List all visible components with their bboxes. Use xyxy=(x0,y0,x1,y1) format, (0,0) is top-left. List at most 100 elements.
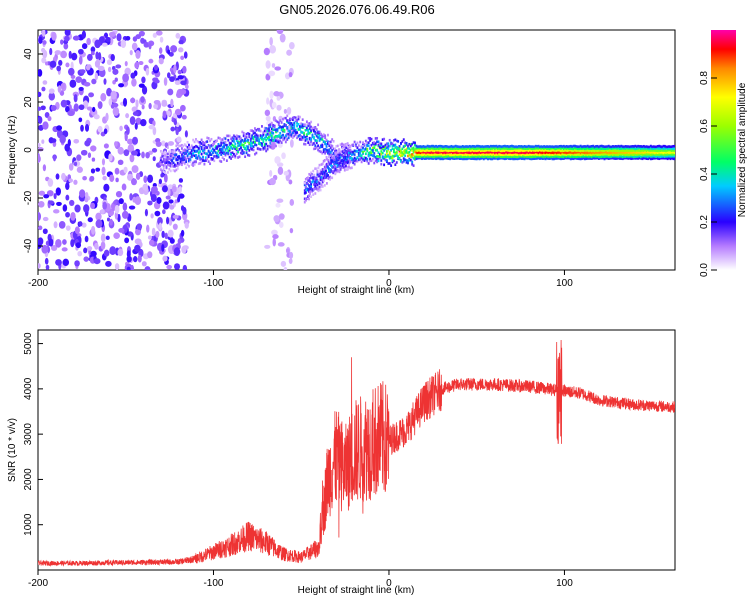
spectrogram-cell xyxy=(314,185,317,188)
spectrogram-cell xyxy=(86,53,93,61)
spectrogram-cell xyxy=(585,147,588,151)
spectrogram-cell xyxy=(87,152,92,159)
spectrogram-cell xyxy=(491,145,494,148)
spectrogram-cell xyxy=(444,146,447,150)
spectrogram-cell xyxy=(227,149,230,153)
spectrogram-cell xyxy=(648,156,651,160)
spectrogram-cell xyxy=(669,148,672,152)
spectrogram-cell xyxy=(579,151,582,155)
spectrogram-cell xyxy=(306,176,309,180)
spectrogram-cell xyxy=(166,163,169,166)
spectrogram-cell xyxy=(457,149,460,153)
spectrogram-cell xyxy=(373,140,376,144)
spectrogram-cell xyxy=(80,124,84,132)
spectrogram-cell xyxy=(179,151,182,154)
spectrogram-cell xyxy=(478,146,481,150)
spectrogram-cell xyxy=(665,151,668,154)
spectrogram-cell xyxy=(534,147,537,150)
spectrogram-cell xyxy=(519,146,522,150)
spectrogram-cell xyxy=(628,145,631,149)
spectrogram-cell xyxy=(75,242,82,249)
spectrogram-cell xyxy=(415,151,418,154)
spectrogram-cell xyxy=(343,143,346,147)
spectrogram-cell xyxy=(457,147,460,150)
spectrogram-cell xyxy=(335,154,338,158)
spectrogram-cell xyxy=(554,155,557,158)
spectrogram-cell xyxy=(425,154,428,158)
spectrogram-cell xyxy=(405,149,408,153)
spectrogram-cell xyxy=(164,161,167,165)
spectrogram-cell xyxy=(569,157,572,161)
spectrogram-cell xyxy=(411,163,414,166)
spectrogram-cell xyxy=(317,174,320,178)
spectrogram-cell xyxy=(590,157,593,160)
spectrogram-cell xyxy=(555,154,558,158)
spectrogram-cell xyxy=(188,143,190,147)
spectrogram-cell xyxy=(303,132,306,135)
spectrogram-cell xyxy=(414,157,416,160)
spectrogram-cell xyxy=(210,149,213,153)
spectrogram-cell xyxy=(322,150,325,153)
spectrogram-cell xyxy=(378,142,381,145)
spectrogram-cell xyxy=(277,121,280,125)
spectrogram-cell xyxy=(373,152,376,155)
spectrogram-cell xyxy=(337,157,340,160)
spectrogram-cell xyxy=(328,169,330,173)
spectrogram-cell xyxy=(561,149,564,153)
spectrogram-cell xyxy=(333,158,336,162)
spectrogram-cell xyxy=(286,138,289,141)
spectrogram-cell xyxy=(213,148,216,152)
spectrogram-cell xyxy=(477,147,480,150)
spectrogram-cell xyxy=(485,153,488,156)
spectrogram-cell xyxy=(314,132,317,136)
spectrogram-cell xyxy=(618,154,621,158)
spectrogram-cell xyxy=(418,155,421,159)
spectrogram-cell xyxy=(275,128,277,132)
spectrogram-cell xyxy=(423,150,426,154)
spectrogram-cell xyxy=(621,151,624,154)
spectrogram-cell xyxy=(153,100,161,105)
spectrogram-cell xyxy=(315,177,318,181)
spectrogram-cell xyxy=(112,106,120,116)
spectrogram-cell xyxy=(433,156,436,160)
spectrogram-cell xyxy=(38,36,43,44)
spectrogram-cell xyxy=(294,133,297,136)
spectrogram-cell xyxy=(172,169,175,172)
spectrogram-cell xyxy=(303,135,306,139)
spectrogram-cell xyxy=(378,155,381,159)
spectrogram-cell xyxy=(510,144,513,148)
spectrogram-cell xyxy=(263,136,266,140)
spectrogram-cell xyxy=(189,146,192,150)
spectrogram-cell xyxy=(541,157,544,160)
spectrogram-cell xyxy=(571,149,574,153)
spectrogram-cell xyxy=(404,144,407,148)
spectrogram-cell xyxy=(324,140,327,144)
spectrogram-cell xyxy=(314,167,317,171)
spectrogram-cell xyxy=(259,129,262,133)
spectrogram-cell xyxy=(651,147,654,151)
spectrogram-cell xyxy=(524,149,527,152)
spectrogram-cell xyxy=(238,135,241,139)
spectrogram-cell xyxy=(141,85,148,95)
spectrogram-cell xyxy=(536,145,539,148)
spectrogram-cell xyxy=(162,209,166,215)
spectrogram-cell xyxy=(494,153,496,157)
spectrogram-cell xyxy=(124,60,128,67)
spectrogram-cell xyxy=(626,154,628,158)
spectrogram-cell xyxy=(195,156,197,160)
spectrogram-cell xyxy=(221,151,224,155)
spectrogram-cell xyxy=(561,146,564,150)
spectrogram-cell xyxy=(624,145,627,148)
spectrogram-cell xyxy=(579,155,582,158)
spectrogram-cell xyxy=(401,140,404,143)
spectrogram-cell xyxy=(384,158,387,162)
spectrogram-cell xyxy=(228,143,231,147)
spectrogram-cell xyxy=(286,132,289,136)
colorbar-gradient xyxy=(711,30,736,270)
spectrogram-cell xyxy=(363,159,366,162)
spectrogram-cell xyxy=(454,147,457,150)
spectrogram-y-tick-label: 40 xyxy=(23,48,34,60)
spectrogram-cell xyxy=(623,145,626,149)
spectrogram-cell xyxy=(599,144,602,148)
